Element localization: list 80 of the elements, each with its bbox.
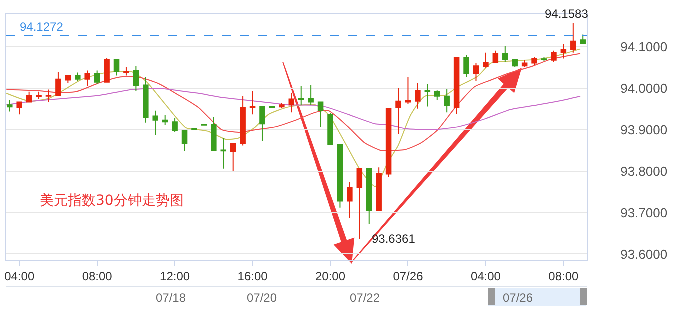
text: 07/18: [156, 291, 186, 305]
candlestick: [220, 138, 227, 170]
annotation: 93.6361: [372, 232, 416, 246]
candlestick: [492, 50, 499, 63]
candlestick: [65, 75, 72, 84]
candlestick: [240, 96, 246, 146]
x-tick-label: 12:00: [160, 269, 190, 284]
candlestick: [46, 89, 52, 103]
y-tick-label: 94.1000: [620, 40, 668, 55]
candlestick: [541, 56, 548, 62]
y-tick-label: 93.7000: [620, 205, 668, 220]
candlestick: [114, 59, 120, 76]
candlestick: [532, 56, 538, 66]
candlestick: [473, 62, 480, 82]
candlestick: [464, 54, 470, 78]
candlestick: [201, 124, 208, 126]
candlestick: [318, 102, 324, 128]
candlestick: [405, 76, 412, 105]
candlestick: [396, 88, 402, 136]
text: 07/20: [247, 291, 278, 305]
candlestick: [56, 71, 62, 96]
candlestick: [386, 108, 392, 178]
y-tick-label: 93.8000: [620, 164, 668, 179]
candlestick: [162, 114, 168, 126]
annotation: 94.1583: [545, 7, 589, 21]
x-tick-label: 08:00: [548, 269, 580, 284]
candlestick: [133, 66, 140, 92]
candlestick: [279, 102, 285, 109]
x-tick-label: 08:00: [82, 269, 113, 284]
candlestick: [328, 112, 334, 146]
x-tick-label: 04:00: [4, 269, 35, 284]
candlestick: [16, 101, 22, 116]
candlestick: [143, 76, 149, 124]
x-tick-label: 20:00: [315, 269, 346, 284]
text: 美元指数30分钟走势图: [40, 193, 184, 209]
candlestick: [250, 90, 256, 116]
candlestick: [84, 70, 90, 87]
candlestick: [454, 56, 460, 115]
candlestick: [366, 168, 372, 224]
candlestick: [570, 22, 576, 54]
candlestick: [124, 66, 130, 76]
candlestick: [26, 91, 32, 103]
candlestick: [415, 82, 421, 110]
candlestick: [192, 128, 198, 131]
candlestick: [551, 50, 557, 63]
candlestick: [308, 84, 314, 106]
candlestick: [337, 144, 344, 208]
candlestick: [230, 144, 236, 172]
x-tick-label: 04:00: [470, 269, 502, 284]
candlestick: [424, 83, 431, 108]
candlestick: [211, 117, 217, 152]
candlestick: [560, 44, 567, 60]
text: 07/22: [350, 291, 380, 305]
ref-line-label: 94.1272: [20, 20, 64, 34]
candlestick: [152, 110, 158, 136]
x-tick-label: 16:00: [238, 269, 268, 284]
candlestick: [444, 88, 450, 114]
candlestick: [75, 72, 81, 82]
candlestick: [580, 34, 586, 45]
candlestick: [104, 58, 110, 83]
candlestick: [356, 168, 363, 240]
candlestick: [288, 93, 295, 114]
candlestick: [94, 70, 100, 84]
y-tick-label: 94.0000: [620, 81, 668, 96]
candlestick: [434, 90, 440, 101]
candlestick: [376, 167, 382, 212]
candlestick: [182, 130, 188, 152]
y-tick-label: 93.9000: [620, 122, 668, 138]
x-tick-label: 07/26: [393, 269, 424, 284]
candlestick: [172, 118, 178, 133]
text: 07/26: [503, 291, 534, 305]
candlestick: [512, 59, 518, 68]
candlestick: [260, 106, 266, 142]
candlestick: [36, 91, 42, 100]
candlestick: [483, 52, 489, 68]
candlestick: [7, 100, 13, 112]
candlestick: [298, 86, 304, 106]
y-tick-label: 93.6000: [620, 246, 668, 262]
candlestick: [347, 182, 353, 219]
candlestick: [502, 46, 508, 63]
